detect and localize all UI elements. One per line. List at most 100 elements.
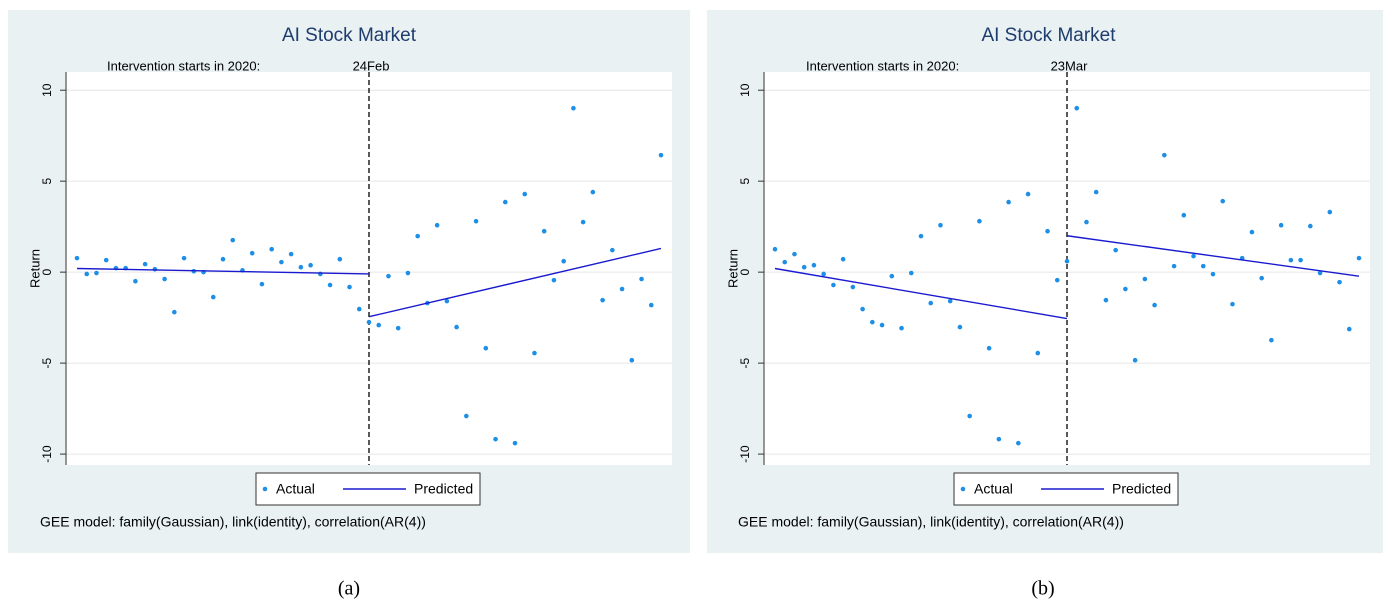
y-axis-label: Return [725, 249, 740, 288]
actual-point [580, 219, 586, 225]
actual-point [658, 152, 664, 158]
actual-point [1210, 271, 1216, 277]
y-tick-label: 10 [738, 83, 752, 97]
actual-point [454, 324, 459, 330]
actual-point [366, 319, 372, 325]
y-tick-label: -10 [738, 445, 752, 463]
actual-point [1220, 198, 1226, 204]
actual-point [405, 270, 411, 276]
caption: (b) [1031, 578, 1054, 600]
legend-actual: Actual [974, 481, 1013, 497]
actual-point [376, 322, 382, 328]
y-tick-label: 0 [738, 268, 752, 275]
y-tick-label: 5 [40, 178, 54, 185]
actual-point [1123, 286, 1128, 292]
caption: (a) [338, 578, 360, 600]
predicted-line [1066, 235, 1360, 277]
actual-point [541, 228, 547, 234]
actual-point [181, 255, 187, 261]
predicted-line [774, 267, 1068, 320]
actual-point [249, 250, 255, 256]
actual-point [629, 357, 635, 363]
actual-point [957, 324, 963, 330]
actual-point [889, 273, 895, 279]
y-tick-label: 5 [738, 178, 752, 185]
legend-actual-marker [960, 486, 966, 492]
intervention-label: Intervention starts in 2020: [806, 58, 959, 73]
actual-point [473, 218, 479, 224]
actual-point [288, 251, 294, 257]
actual-point [879, 322, 885, 328]
actual-point [1278, 222, 1284, 228]
actual-point [899, 325, 904, 331]
actual-point [1152, 302, 1157, 308]
actual-point [967, 413, 972, 419]
actual-point [648, 302, 654, 308]
actual-point [811, 262, 817, 268]
y-tick-label: 10 [40, 83, 54, 97]
actual-point [1288, 257, 1294, 263]
actual-point [1016, 440, 1021, 446]
actual-point [1006, 199, 1011, 205]
actual-point [610, 247, 615, 253]
actual-point [1259, 275, 1264, 281]
actual-point [1025, 191, 1031, 197]
actual-point [840, 256, 846, 262]
actual-point [1200, 263, 1206, 269]
actual-point [337, 256, 343, 262]
actual-point [84, 271, 90, 277]
actual-point [1346, 326, 1352, 332]
legend-predicted: Predicted [1112, 481, 1171, 497]
y-axis-label: Return [27, 249, 42, 288]
actual-point [1308, 223, 1313, 229]
actual-point [619, 286, 625, 292]
chart-title: AI Stock Market [981, 25, 1116, 46]
legend-actual-marker [262, 486, 268, 492]
y-tick-label: -10 [40, 445, 54, 463]
actual-point [1142, 276, 1148, 282]
actual-point [308, 262, 313, 268]
actual-point [210, 294, 216, 300]
actual-point [1298, 257, 1303, 263]
actual-point [1113, 247, 1118, 253]
actual-point [220, 256, 226, 262]
actual-point [1230, 301, 1235, 307]
actual-point [1103, 297, 1109, 303]
actual-point [74, 255, 80, 261]
actual-point [1249, 229, 1255, 235]
actual-point [1045, 228, 1050, 234]
intervention-label: Intervention starts in 2020: [107, 58, 260, 73]
actual-point [772, 246, 778, 252]
actual-point [1356, 255, 1362, 261]
actual-point [172, 309, 177, 315]
actual-point [1181, 212, 1187, 218]
actual-point [1269, 337, 1274, 343]
actual-point [347, 284, 352, 290]
actual-point [792, 251, 797, 257]
legend-predicted: Predicted [414, 481, 473, 497]
legend-actual: Actual [276, 481, 315, 497]
actual-point [1064, 258, 1070, 264]
predicted-line [76, 267, 370, 275]
actual-point [356, 306, 362, 312]
actual-point [493, 436, 498, 442]
actual-point [860, 306, 865, 312]
actual-point [532, 350, 537, 356]
actual-point [639, 276, 644, 282]
actual-point [850, 284, 856, 290]
actual-point [464, 413, 469, 419]
model-note: GEE model: family(Gaussian), link(identi… [40, 514, 426, 530]
actual-point [1317, 270, 1323, 276]
actual-point [908, 270, 914, 276]
actual-point [1337, 279, 1342, 285]
actual-point [947, 298, 953, 304]
actual-point [483, 345, 489, 351]
actual-point [103, 257, 109, 263]
y-tick-label: -5 [40, 357, 54, 368]
actual-point [590, 189, 596, 195]
actual-point [279, 259, 284, 265]
actual-point [133, 278, 138, 284]
intervention-date: 24Feb [353, 58, 390, 73]
actual-point [996, 436, 1002, 442]
